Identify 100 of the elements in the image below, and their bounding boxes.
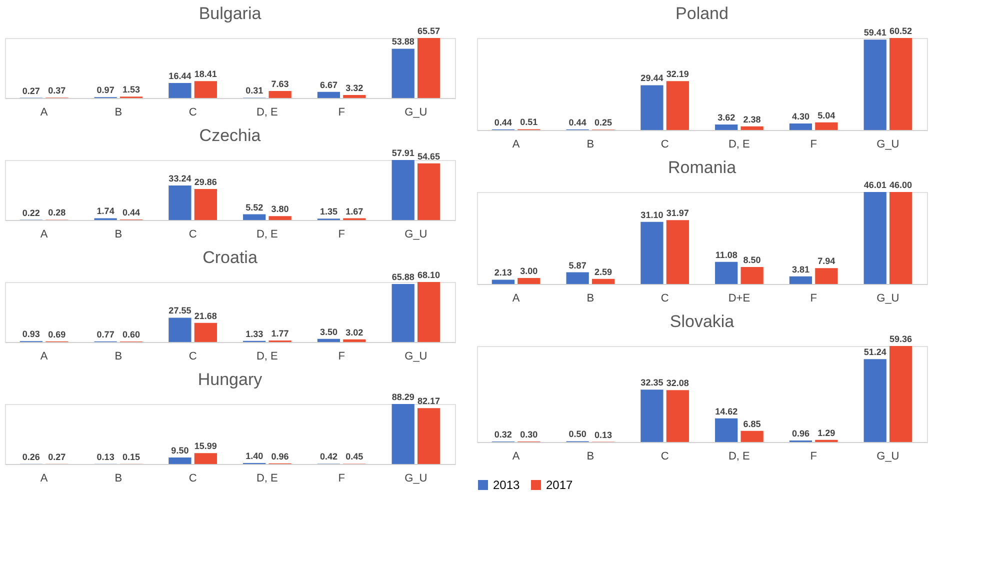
x-tick-label: D, E — [728, 450, 750, 462]
bar — [640, 390, 664, 442]
data-label: 0.22 — [22, 208, 40, 218]
data-label: 88.29 — [392, 392, 414, 402]
bar — [343, 339, 366, 342]
x-tick-label: A — [40, 472, 48, 484]
x-tick-label: C — [660, 450, 669, 462]
data-label: 1.67 — [346, 206, 364, 216]
bar — [815, 268, 838, 284]
data-label: 59.36 — [890, 334, 912, 344]
data-label: 0.27 — [48, 452, 66, 462]
x-tick-label: B — [114, 228, 122, 240]
x-tick-label: D+E — [728, 292, 750, 304]
bar — [194, 453, 217, 464]
bar — [666, 81, 689, 130]
x-tick-label: C — [660, 292, 669, 304]
data-label: 1.33 — [246, 328, 264, 339]
data-label: 1.74 — [96, 206, 114, 216]
x-tick-label: D, E — [256, 350, 278, 362]
x-tick-label: C — [188, 350, 197, 362]
x-tick-label: A — [40, 350, 48, 362]
bar — [666, 220, 689, 284]
bar — [640, 222, 664, 284]
data-label: 0.13 — [594, 430, 612, 440]
x-tick-label: G_U — [404, 228, 428, 240]
data-label: 53.88 — [392, 36, 414, 47]
data-label: 16.44 — [168, 70, 192, 81]
data-label: 0.60 — [122, 329, 140, 340]
data-label: 51.24 — [864, 347, 886, 358]
bar — [864, 192, 886, 284]
data-label: 59.41 — [864, 28, 886, 38]
data-label: 3.32 — [346, 82, 364, 93]
bar — [317, 92, 340, 98]
bar — [715, 124, 738, 130]
data-label: 1.35 — [320, 206, 338, 217]
bar — [864, 40, 886, 130]
data-label: 0.44 — [568, 117, 586, 128]
data-label: 32.19 — [666, 69, 689, 80]
data-label: 2.59 — [594, 266, 612, 277]
x-tick-label: C — [188, 228, 197, 240]
data-label: 4.30 — [792, 111, 810, 122]
data-label: 31.10 — [640, 210, 664, 220]
data-label: 7.63 — [271, 79, 289, 90]
bar — [566, 272, 589, 284]
data-label: 27.55 — [168, 306, 192, 316]
data-label: 1.29 — [818, 428, 836, 438]
x-tick-label: F — [810, 138, 818, 150]
x-tick-label: F — [338, 472, 346, 484]
data-label: 2.13 — [494, 268, 512, 278]
data-label: 0.44 — [122, 208, 140, 218]
bar — [518, 278, 540, 284]
legend-label: 2017 — [546, 478, 574, 492]
data-label: 32.35 — [640, 378, 664, 388]
data-label: 6.67 — [320, 80, 338, 90]
chart-title: Slovakia — [670, 312, 735, 331]
data-label: 0.13 — [96, 452, 114, 462]
data-label: 14.62 — [715, 406, 738, 416]
data-label: 18.41 — [194, 69, 217, 80]
data-label: 5.87 — [568, 260, 586, 270]
data-label: 46.01 — [864, 180, 886, 190]
bar — [740, 430, 764, 442]
data-label: 65.57 — [418, 26, 440, 36]
data-label: 11.08 — [715, 250, 738, 260]
x-tick-label: B — [114, 472, 122, 484]
x-tick-label: F — [338, 350, 346, 362]
data-label: 0.51 — [520, 117, 538, 128]
bar — [392, 160, 414, 220]
bar — [194, 81, 217, 98]
data-label: 32.08 — [666, 378, 689, 388]
data-label: 0.50 — [568, 429, 586, 440]
chart-title: Bulgaria — [198, 4, 262, 23]
x-tick-label: G_U — [876, 450, 900, 462]
x-tick-label: B — [114, 350, 122, 362]
chart-title: Hungary — [198, 370, 263, 389]
x-tick-label: D, E — [256, 472, 278, 484]
bar — [417, 38, 440, 98]
x-tick-label: B — [114, 106, 122, 118]
bar — [889, 346, 912, 442]
data-label: 6.85 — [743, 418, 761, 429]
data-label: 3.62 — [718, 112, 736, 122]
x-tick-label: C — [660, 138, 669, 150]
data-label: 29.86 — [194, 177, 217, 188]
bar — [889, 192, 912, 284]
data-label: 0.32 — [494, 429, 512, 440]
data-label: 0.97 — [96, 85, 114, 96]
data-label: 0.37 — [48, 86, 66, 96]
data-label: 9.50 — [171, 446, 189, 456]
bar — [194, 189, 217, 220]
data-label: 5.04 — [818, 110, 836, 120]
bar — [640, 85, 664, 130]
x-tick-label: C — [188, 472, 197, 484]
data-label: 8.50 — [743, 255, 761, 266]
bar — [194, 322, 217, 342]
x-tick-label: F — [338, 106, 346, 118]
x-tick-label: F — [810, 450, 818, 462]
bar — [889, 38, 912, 130]
bar — [343, 94, 366, 98]
data-label: 31.97 — [666, 208, 689, 218]
bar — [268, 216, 292, 220]
x-tick-label: D, E — [728, 138, 750, 150]
